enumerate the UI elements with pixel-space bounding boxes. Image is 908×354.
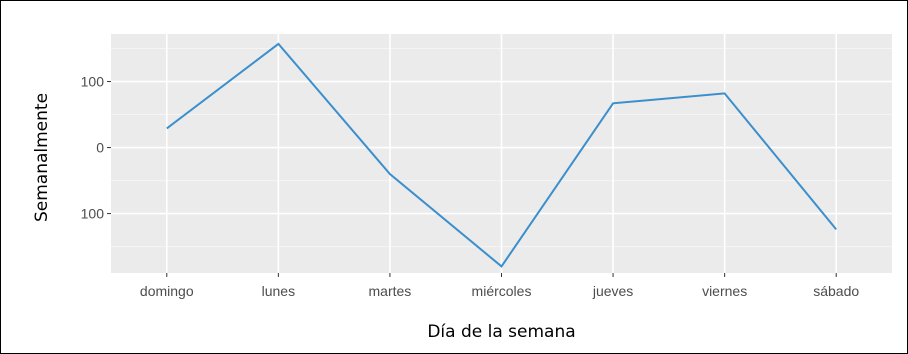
y-tick-label: 100 [81, 74, 105, 90]
x-tick-label-lunes: lunes [262, 283, 295, 299]
x-tick-label-viernes: viernes [702, 283, 747, 299]
y-tick-label: 0 [96, 140, 104, 156]
x-tick-label-martes: martes [369, 283, 412, 299]
x-tick-label-sábado: sábado [813, 283, 859, 299]
y-axis-ticks: 100 0 100 [81, 74, 111, 222]
x-tick-label-domingo: domingo [140, 283, 194, 299]
y-axis-title: Semanalmente [32, 93, 52, 222]
y-tick-label: 100 [81, 206, 105, 222]
grid-lines [111, 34, 892, 273]
x-tick-label-miércoles: miércoles [472, 283, 532, 299]
x-tick-label-jueves: jueves [592, 283, 633, 299]
x-axis-title: Día de la semana [427, 322, 575, 342]
x-axis-ticks: domingo lunes martes miércoles jueves viernes… [140, 273, 859, 299]
series-line [166, 42, 837, 268]
